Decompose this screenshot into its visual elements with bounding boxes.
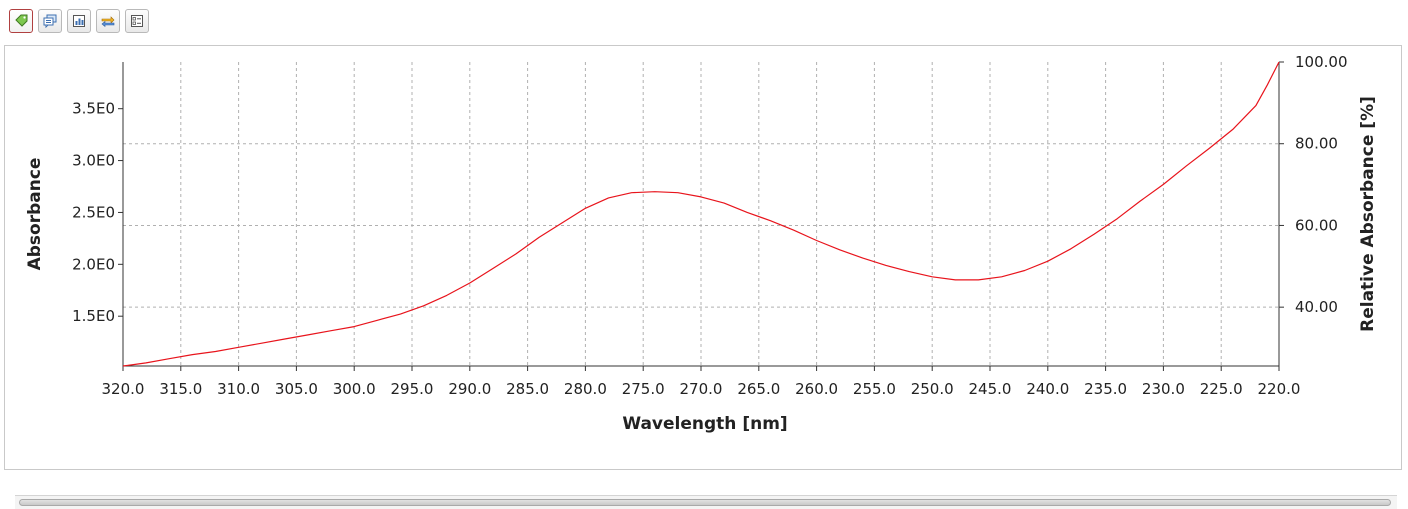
absorbance-chart: 320.0 315.0 310.0 305.0 300.0 295.0 290.0 285.0… (25, 53, 1378, 434)
list-options-icon (131, 15, 143, 27)
x-tick-label: 235.0 (1084, 380, 1127, 398)
x-tick-label: 285.0 (506, 380, 549, 398)
x-tick-label: 290.0 (448, 380, 491, 398)
x-tick-label: 225.0 (1200, 380, 1243, 398)
y-right-tick-label: 60.00 (1295, 216, 1338, 234)
y-tick-label: 2.5E0 (72, 203, 115, 221)
chart-settings-button[interactable] (67, 9, 91, 33)
toggle-labels-button[interactable] (9, 9, 33, 33)
tag-icon (15, 14, 28, 27)
y-right-tick-label: 80.00 (1295, 135, 1338, 153)
x-tick-label: 305.0 (275, 380, 318, 398)
x-tick-label: 255.0 (853, 380, 896, 398)
annotations-button[interactable] (38, 9, 62, 33)
arrows-icon (101, 16, 115, 28)
y-tick-label: 2.0E0 (72, 255, 115, 273)
x-tick-label: 280.0 (564, 380, 607, 398)
comment-icon (43, 14, 57, 28)
swap-axes-button[interactable] (96, 9, 120, 33)
chart-panel: 320.0 315.0 310.0 305.0 300.0 295.0 290.0 285.0… (4, 45, 1402, 509)
x-tick-label: 245.0 (969, 380, 1012, 398)
x-tick-label: 275.0 (622, 380, 665, 398)
chart-settings-icon (73, 15, 85, 27)
x-tick-label: 310.0 (217, 380, 260, 398)
x-axis-label: Wavelength [nm] (622, 414, 787, 434)
x-tick-label: 265.0 (737, 380, 780, 398)
x-tick-label: 315.0 (159, 380, 202, 398)
y-axis-label: Absorbance (25, 158, 45, 271)
y-right-tick-label: 40.00 (1295, 298, 1338, 316)
y-tick-label: 3.0E0 (72, 152, 115, 170)
x-tick-label: 230.0 (1142, 380, 1185, 398)
spectrum-line (122, 61, 1280, 367)
x-tick-label: 260.0 (795, 380, 838, 398)
x-tick-label: 300.0 (333, 380, 376, 398)
x-tick-label: 295.0 (391, 380, 434, 398)
x-tick-label: 240.0 (1026, 380, 1069, 398)
y-right-tick-label: 100.00 (1295, 53, 1348, 71)
x-tick-label: 250.0 (911, 380, 954, 398)
display-options-button[interactable] (125, 9, 149, 33)
y-tick-label: 3.5E0 (72, 100, 115, 118)
x-tick-label: 220.0 (1258, 380, 1301, 398)
x-tick-label: 270.0 (680, 380, 723, 398)
y-right-axis-label: Relative Absorbance [%] (1358, 96, 1378, 332)
y-tick-label: 1.5E0 (72, 307, 115, 325)
horizontal-scrollbar[interactable] (15, 495, 1397, 509)
x-tick-label: 320.0 (102, 380, 145, 398)
scrollbar-thumb[interactable] (19, 499, 1391, 506)
chart-toolbar (9, 9, 149, 35)
